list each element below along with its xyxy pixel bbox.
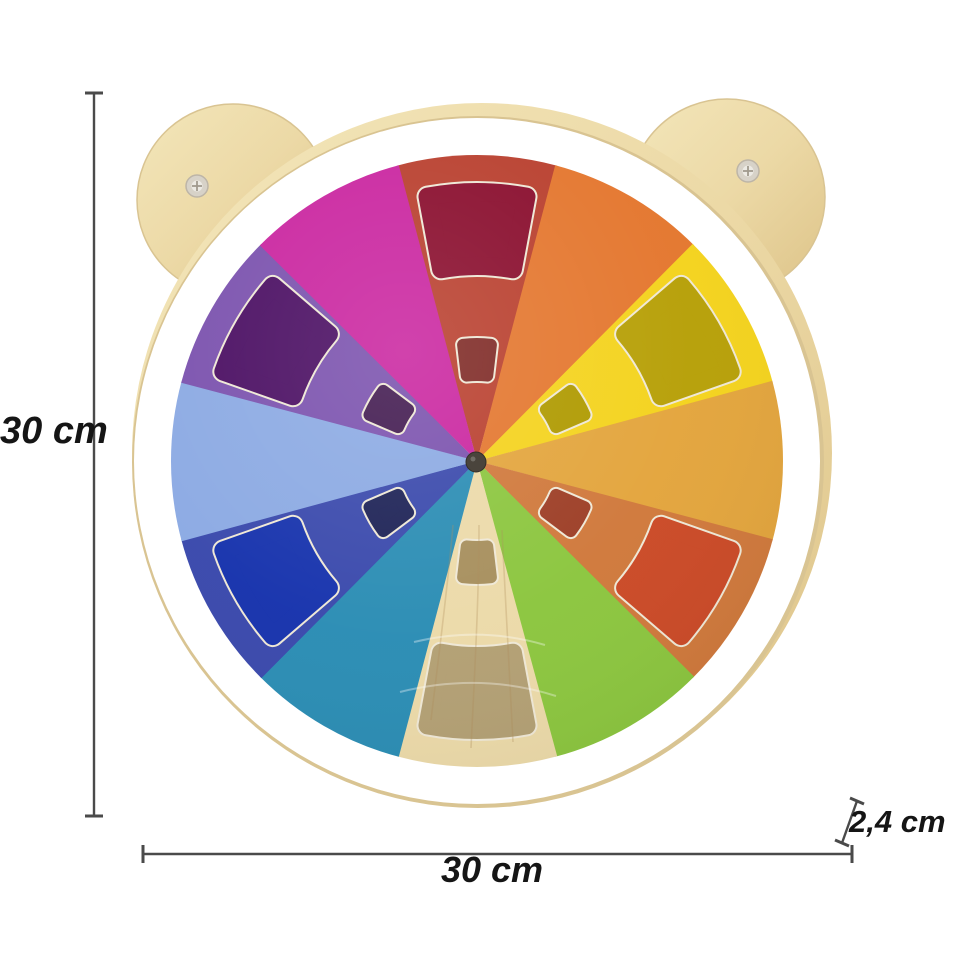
- screw-right-icon: [736, 159, 760, 183]
- depth-dimension-label: 2,4 cm: [849, 804, 946, 839]
- screw-left-icon: [185, 174, 209, 198]
- height-dimension-label: 30 cm: [0, 410, 108, 452]
- center-pin-highlight: [470, 456, 476, 462]
- width-dimension-line: [141, 845, 854, 863]
- height-dimension-line: [85, 91, 103, 818]
- board-decor: [171, 155, 783, 767]
- depth-dimension-line: [834, 796, 865, 848]
- center-pin: [465, 451, 487, 473]
- dimension-lines: [85, 91, 865, 863]
- width-dimension-label: 30 cm: [440, 849, 544, 890]
